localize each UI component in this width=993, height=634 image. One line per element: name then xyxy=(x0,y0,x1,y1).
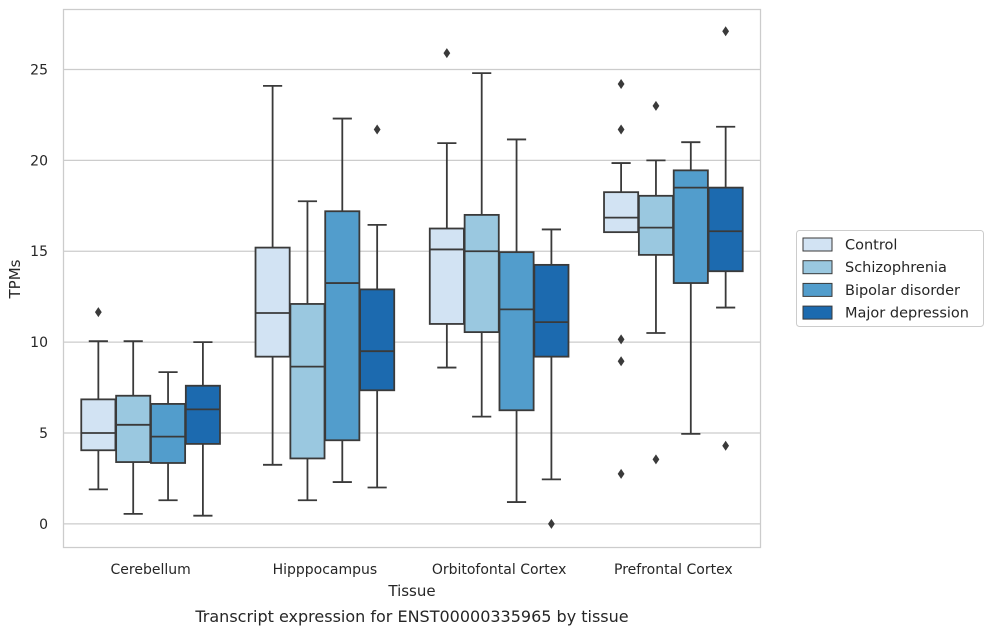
outlier-point xyxy=(652,454,660,465)
box xyxy=(115,394,152,463)
x-axis-title: Tissue xyxy=(387,582,435,600)
box xyxy=(184,384,221,445)
x-tick-label: Cerebellum xyxy=(111,562,191,578)
box-plot xyxy=(115,340,152,515)
x-tick-label: Prefrontal Cortex xyxy=(614,562,733,578)
outlier-point xyxy=(617,334,625,345)
box xyxy=(254,246,291,358)
box-plot xyxy=(428,48,465,369)
legend-swatch xyxy=(802,237,833,252)
box-plot xyxy=(80,307,117,491)
outlier-point xyxy=(617,124,625,135)
x-tick-label: Hipppocampus xyxy=(273,562,378,578)
box xyxy=(707,186,744,273)
legend-swatch xyxy=(802,305,833,320)
outlier-point xyxy=(548,518,555,529)
box xyxy=(603,191,640,234)
box xyxy=(637,194,674,256)
y-tick-label: 0 xyxy=(39,517,48,533)
box-plot xyxy=(637,100,674,465)
outlier-point xyxy=(617,468,625,479)
box-plot xyxy=(533,228,570,529)
outlier-point xyxy=(373,124,381,135)
outlier-point xyxy=(722,440,730,451)
box xyxy=(150,403,187,464)
legend-label: Bipolar disorder xyxy=(845,283,960,299)
box xyxy=(498,251,535,412)
y-tick-label: 25 xyxy=(30,62,48,78)
plot-frame xyxy=(62,8,762,549)
legend-label: Schizophrenia xyxy=(845,260,947,276)
y-tick-labels: 0 5 10 15 20 25 xyxy=(30,62,48,532)
y-tick-label: 10 xyxy=(30,335,48,351)
box-plot xyxy=(324,117,361,483)
outlier-point xyxy=(443,48,451,59)
legend-swatch xyxy=(802,282,833,297)
box-plot xyxy=(463,72,500,418)
legend-frame xyxy=(796,230,984,327)
outlier-point xyxy=(652,100,660,111)
box-plot xyxy=(184,341,221,517)
box xyxy=(428,227,465,325)
y-tick-label: 20 xyxy=(30,153,48,169)
box xyxy=(463,213,500,334)
outlier-point xyxy=(94,307,102,318)
y-tick-label: 15 xyxy=(30,244,48,260)
box-groups xyxy=(80,26,744,529)
box-plot xyxy=(707,26,744,451)
chart-caption: Transcript expression for ENST0000033596… xyxy=(194,607,628,626)
legend-swatch xyxy=(802,260,833,275)
y-tick-label: 5 xyxy=(39,426,48,442)
box xyxy=(289,303,326,460)
box xyxy=(359,288,396,392)
box xyxy=(324,210,361,442)
box-plot xyxy=(150,371,187,502)
legend: Control Schizophrenia Bipolar disorder Majo… xyxy=(796,230,984,327)
box-plot xyxy=(498,138,535,503)
box-plot xyxy=(359,124,396,489)
x-tick-labels: Cerebellum Hipppocampus Orbitofontal Corte… xyxy=(111,562,733,578)
legend-label: Control xyxy=(845,238,897,254)
y-axis-title: TPMs xyxy=(6,259,24,299)
box xyxy=(533,263,570,358)
legend-label: Major depression xyxy=(845,306,969,322)
outlier-point xyxy=(722,26,730,37)
box-plot xyxy=(254,84,291,466)
outlier-point xyxy=(617,79,625,90)
x-tick-label: Orbitofontal Cortex xyxy=(432,562,567,578)
outlier-point xyxy=(617,356,625,367)
box-plot xyxy=(603,79,640,479)
box xyxy=(80,398,117,452)
